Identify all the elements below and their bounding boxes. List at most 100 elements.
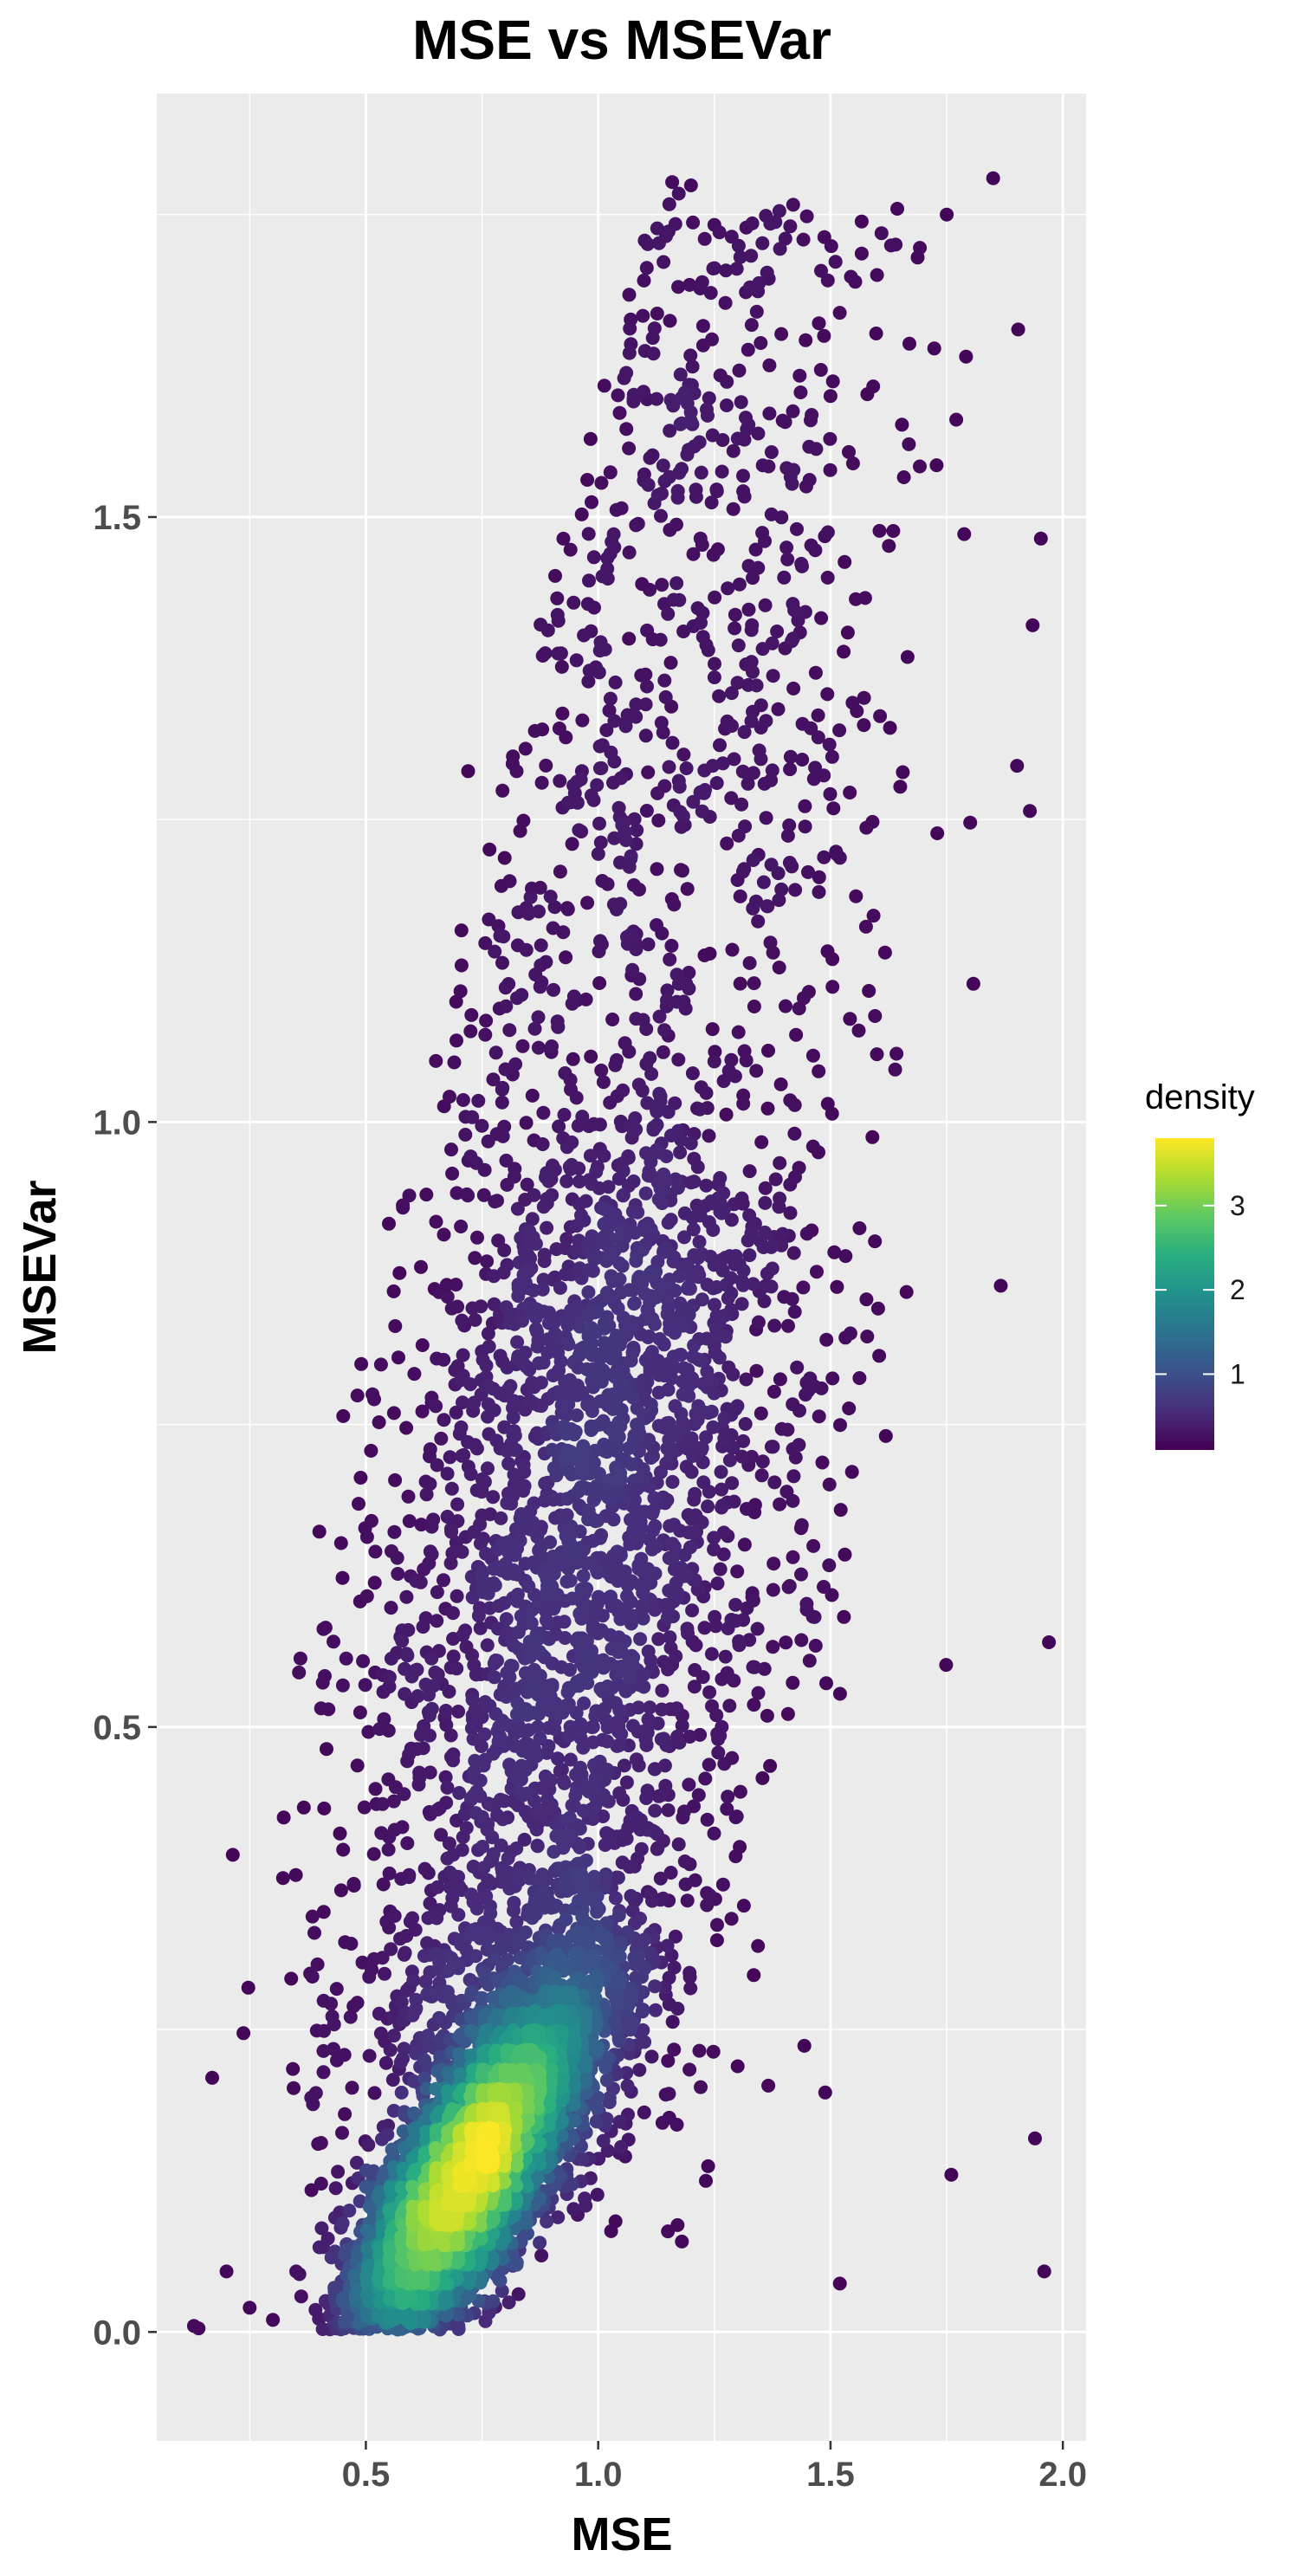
data-point (293, 1651, 307, 1666)
data-point (683, 1136, 698, 1150)
data-point (746, 1277, 760, 1291)
data-point (619, 422, 634, 437)
data-point (495, 1563, 509, 1578)
data-point (751, 1938, 766, 1953)
data-point (808, 1639, 823, 1653)
data-point (717, 1757, 732, 1771)
data-point (832, 2276, 847, 2291)
data-point (657, 1980, 672, 1995)
data-point (454, 923, 469, 938)
data-point (317, 2023, 332, 2038)
data-point (713, 1562, 728, 1576)
data-point (382, 1670, 397, 1685)
data-point (532, 1644, 547, 1659)
data-point (766, 669, 780, 683)
data-point (766, 1557, 781, 1571)
data-point (732, 577, 747, 592)
data-point (507, 1567, 521, 1582)
data-point (652, 1009, 667, 1024)
data-point (610, 1544, 624, 1559)
data-point (482, 1339, 496, 1354)
data-point (812, 1409, 826, 1424)
data-point (683, 1981, 698, 1996)
data-point (410, 1742, 424, 1757)
data-point (862, 984, 876, 998)
data-point (316, 1905, 331, 1919)
data-point (648, 1120, 663, 1134)
data-point (333, 1883, 348, 1898)
data-point (432, 1801, 447, 1815)
data-point (569, 1091, 584, 1105)
data-point (736, 484, 751, 499)
data-point (787, 1097, 802, 1112)
data-point (675, 416, 689, 430)
data-point (993, 1278, 1008, 1293)
data-point (654, 1175, 668, 1189)
data-point (376, 1877, 391, 1892)
data-point (744, 655, 759, 670)
data-point (773, 1155, 787, 1170)
data-point (802, 473, 817, 487)
data-point (538, 1891, 552, 1906)
data-point (671, 976, 686, 991)
data-point (739, 1053, 754, 1068)
data-point (391, 1350, 405, 1365)
data-point (670, 1589, 685, 1604)
data-point (314, 2221, 329, 2236)
data-point (773, 242, 787, 256)
data-point (825, 374, 840, 389)
data-point (662, 2110, 676, 2125)
data-point (592, 739, 607, 754)
data-point (559, 1427, 573, 1441)
data-point (738, 1417, 753, 1431)
data-point (736, 1434, 751, 1448)
data-point (733, 1784, 747, 1799)
data-point (552, 1985, 566, 2000)
data-point (513, 824, 527, 838)
data-point (530, 1599, 544, 1614)
data-point (617, 371, 631, 385)
data-point (722, 1699, 737, 1713)
data-point (604, 1231, 618, 1246)
data-point (734, 395, 748, 410)
data-point (593, 934, 607, 948)
data-point (585, 1348, 599, 1362)
data-point (492, 1719, 507, 1734)
data-point (737, 432, 752, 447)
data-point (734, 1449, 749, 1464)
data-point (449, 1278, 463, 1292)
data-point (236, 2026, 251, 2041)
data-point (641, 765, 656, 780)
data-point (445, 1166, 460, 1181)
data-point (416, 1620, 430, 1634)
data-point (534, 1399, 549, 1414)
data-point (592, 976, 607, 990)
data-point (553, 864, 567, 879)
data-point (572, 1197, 587, 1212)
data-point (414, 1259, 428, 1274)
data-point (637, 2105, 651, 2120)
data-point (516, 1484, 531, 1498)
data-point (741, 677, 755, 692)
data-point (653, 1094, 668, 1109)
data-point (656, 255, 671, 269)
data-point (648, 1566, 663, 1581)
data-point (243, 2301, 257, 2315)
data-point (429, 2110, 443, 2124)
data-point (397, 2042, 411, 2056)
data-point (437, 1352, 451, 1367)
data-point (843, 1326, 857, 1341)
data-point (817, 850, 831, 864)
data-point (764, 507, 779, 521)
data-point (478, 1027, 493, 1042)
data-point (401, 1622, 416, 1637)
data-point (823, 463, 838, 477)
data-point (644, 2049, 659, 2064)
data-point (764, 1239, 779, 1254)
data-point (658, 689, 673, 704)
data-point (518, 1804, 533, 1819)
data-point (626, 1523, 641, 1537)
data-point (547, 1844, 561, 1859)
data-point (488, 1578, 502, 1593)
data-point (704, 1647, 719, 1661)
